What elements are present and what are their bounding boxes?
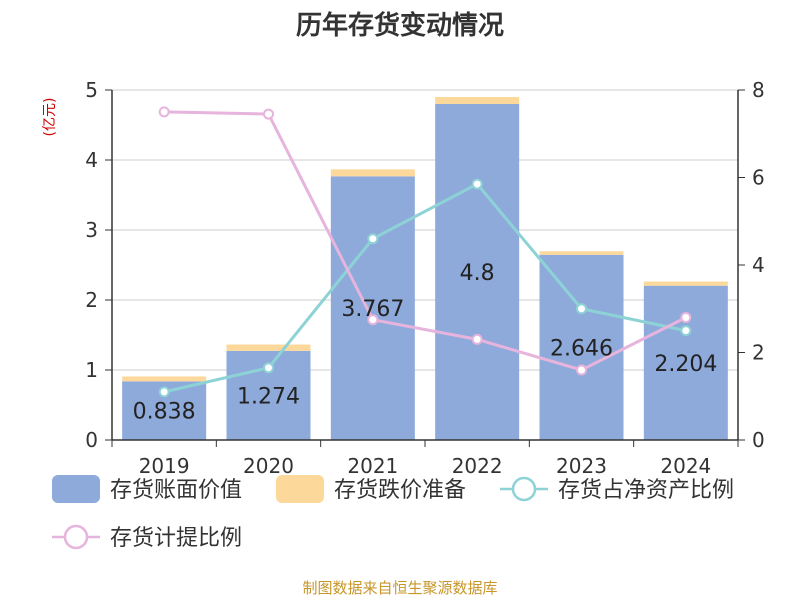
bar-data-label: 0.838 [133, 400, 196, 425]
series-point-2 [471, 178, 483, 190]
y-right-tick-label: 4 [752, 253, 765, 277]
y-left-tick-label: 2 [85, 288, 98, 312]
series-line-3 [164, 110, 687, 372]
axes: 0 1 2 3 4 5 0 2 4 6 8 2019 2020 2021 2022 2023 2024 [85, 78, 764, 478]
bar-impairment-reserve [330, 169, 415, 177]
bar-impairment-reserve [122, 376, 207, 382]
series-point-3 [471, 333, 483, 345]
y-left-tick-label: 0 [85, 428, 98, 452]
series-line-2 [163, 182, 687, 394]
line-series [158, 106, 692, 398]
y-left-tick-label: 3 [85, 218, 98, 242]
bar-book-value [643, 285, 728, 440]
legend-label-3: 存货计提比例 [110, 526, 242, 551]
x-tick-label: 2019 [139, 454, 190, 478]
bar-data-label: 1.274 [237, 384, 300, 409]
bar-data-label: 2.204 [654, 352, 717, 377]
series-point-3 [680, 312, 692, 323]
bar-impairment-reserve [643, 281, 728, 286]
y-right-tick-label: 8 [752, 78, 765, 102]
series-point-2 [576, 303, 587, 315]
legend-swatch-0 [52, 475, 100, 503]
y-right-tick-label: 6 [752, 166, 765, 190]
series-point-2 [367, 233, 379, 245]
x-tick-label: 2020 [243, 454, 294, 478]
data-labels: 0.838 1.274 3.767 4.8 2.646 2.204 [133, 261, 718, 425]
bar-data-label: 4.8 [460, 261, 495, 286]
y-right-tick-label: 2 [752, 341, 765, 365]
series-point-3 [367, 314, 379, 326]
legend-marker-3 [63, 524, 89, 550]
y-left-tick-label: 4 [85, 148, 98, 172]
x-tick-label: 2024 [660, 454, 711, 478]
legend-label-0: 存货账面价值 [110, 478, 242, 503]
legend-label-2: 存货占净资产比例 [558, 478, 734, 503]
bar-impairment-reserve [539, 251, 624, 255]
series-point-2 [263, 362, 274, 374]
bar-impairment-reserve [435, 97, 520, 104]
legend-swatch-1 [276, 475, 324, 503]
bar-book-value [435, 104, 520, 440]
x-tick-label: 2022 [452, 454, 503, 478]
bar-impairment-reserve [226, 344, 311, 351]
x-tick-label: 2023 [556, 454, 607, 478]
legend-marker-2 [511, 476, 537, 502]
source-note: 制图数据来自恒生聚源数据库 [302, 579, 497, 597]
bar-book-value [539, 254, 624, 440]
y-left-tick-label: 5 [85, 78, 98, 102]
series-point-2 [680, 325, 692, 337]
bar-data-label: 3.767 [341, 297, 404, 322]
y-right-tick-label: 0 [752, 428, 765, 452]
series-point-2 [158, 386, 170, 398]
y-left-tick-label: 1 [85, 358, 98, 382]
bar-data-label: 2.646 [550, 336, 613, 361]
y-left-unit: (亿元) [42, 98, 58, 137]
series-point-3 [576, 364, 587, 376]
legend-label-1: 存货跌价准备 [334, 478, 466, 503]
bar-book-value [330, 176, 415, 440]
bars [122, 97, 728, 440]
x-tick-label: 2021 [347, 454, 398, 478]
series-point-3 [263, 108, 274, 120]
chart-title: 历年存货变动情况 [296, 10, 504, 41]
series-point-3 [158, 106, 170, 118]
